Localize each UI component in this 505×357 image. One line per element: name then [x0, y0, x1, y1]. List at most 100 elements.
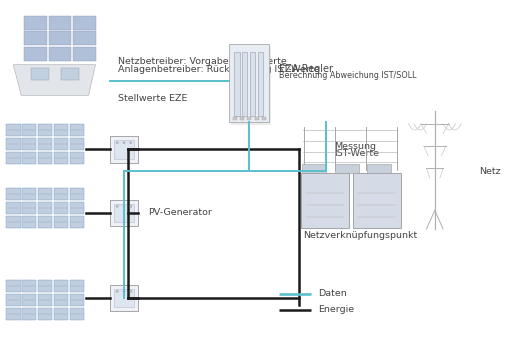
Bar [73, 16, 96, 30]
Circle shape [116, 142, 118, 144]
Bar [7, 188, 21, 200]
Bar [7, 308, 21, 320]
Bar [110, 200, 137, 226]
Bar [7, 216, 21, 228]
Bar [229, 44, 268, 122]
Bar [70, 138, 84, 150]
Bar [38, 202, 52, 214]
Bar [73, 31, 96, 45]
Bar [231, 47, 270, 125]
Bar [233, 52, 239, 116]
Bar [22, 138, 36, 150]
Bar [7, 152, 21, 164]
Circle shape [129, 206, 132, 207]
Bar [22, 308, 36, 320]
Bar [38, 188, 52, 200]
Bar [300, 173, 348, 228]
Bar [7, 124, 21, 136]
Bar [22, 188, 36, 200]
Bar [38, 294, 52, 306]
Bar [110, 136, 137, 162]
Bar [54, 152, 68, 164]
Bar [70, 294, 84, 306]
Bar [7, 280, 21, 292]
Bar [24, 47, 46, 61]
Bar [48, 47, 71, 61]
Bar [254, 117, 258, 120]
Bar [249, 52, 255, 116]
Bar [54, 216, 68, 228]
Text: IST-Werte: IST-Werte [334, 149, 378, 158]
Text: Netzbetreiber: Vorgabe SOLL-Werte: Netzbetreiber: Vorgabe SOLL-Werte [118, 57, 286, 66]
Circle shape [129, 291, 132, 292]
Bar [70, 152, 84, 164]
Bar [31, 68, 49, 80]
Bar [22, 280, 36, 292]
Bar [54, 280, 68, 292]
Bar [7, 294, 21, 306]
Bar [70, 308, 84, 320]
Text: PV-Generator: PV-Generator [147, 208, 212, 217]
Circle shape [116, 291, 118, 292]
Text: Netzverknüpfungspunkt: Netzverknüpfungspunkt [303, 231, 417, 240]
Bar [22, 152, 36, 164]
Text: Energie: Energie [318, 305, 354, 314]
Bar [24, 16, 46, 30]
Bar [367, 164, 390, 173]
Bar [48, 16, 71, 30]
Bar [114, 289, 133, 307]
Bar [22, 294, 36, 306]
Text: Netz: Netz [478, 167, 500, 176]
Bar [48, 31, 71, 45]
Bar [61, 68, 78, 80]
Bar [114, 140, 133, 159]
Circle shape [123, 142, 125, 144]
Bar [257, 52, 263, 116]
Circle shape [123, 291, 125, 292]
Bar [54, 308, 68, 320]
Text: Anlagenbetreiber: Rückmeldung IST-Werte: Anlagenbetreiber: Rückmeldung IST-Werte [118, 65, 319, 74]
Bar [38, 138, 52, 150]
Bar [241, 52, 247, 116]
Bar [233, 117, 237, 120]
Bar [38, 152, 52, 164]
Bar [301, 164, 325, 173]
Bar [110, 285, 137, 311]
Bar [38, 124, 52, 136]
Bar [7, 202, 21, 214]
Bar [54, 188, 68, 200]
Bar [70, 280, 84, 292]
Bar [54, 124, 68, 136]
Bar [22, 216, 36, 228]
Bar [22, 124, 36, 136]
Bar [247, 117, 251, 120]
Bar [73, 47, 96, 61]
Circle shape [123, 206, 125, 207]
Bar [54, 294, 68, 306]
Circle shape [116, 206, 118, 207]
Bar [38, 308, 52, 320]
Text: Daten: Daten [318, 289, 346, 298]
Text: Messung: Messung [334, 142, 376, 151]
Bar [352, 173, 400, 228]
Bar [70, 216, 84, 228]
Bar [38, 280, 52, 292]
Bar [240, 117, 244, 120]
Bar [22, 202, 36, 214]
Bar [70, 202, 84, 214]
Text: Stellwerte EZE: Stellwerte EZE [118, 94, 187, 103]
Bar [24, 31, 46, 45]
Bar [114, 204, 133, 222]
Text: EZA-Regler: EZA-Regler [278, 64, 332, 74]
Circle shape [129, 142, 132, 144]
Bar [334, 164, 358, 173]
Bar [70, 124, 84, 136]
Polygon shape [13, 65, 95, 95]
Bar [261, 117, 265, 120]
Bar [70, 188, 84, 200]
Bar [54, 202, 68, 214]
Bar [7, 138, 21, 150]
Bar [38, 216, 52, 228]
Bar [54, 138, 68, 150]
Text: Berechnung Abweichung IST/SOLL: Berechnung Abweichung IST/SOLL [278, 71, 416, 80]
